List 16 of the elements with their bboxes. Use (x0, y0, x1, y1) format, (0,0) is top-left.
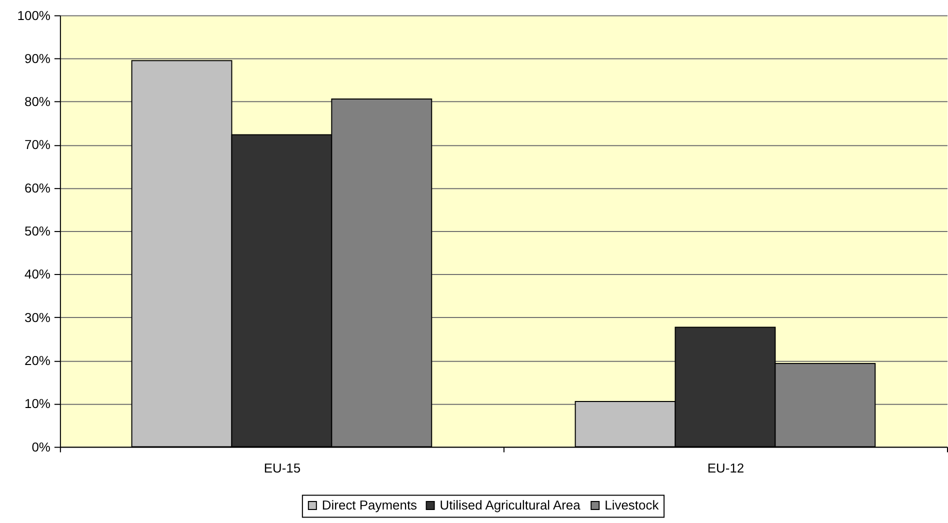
y-tick-label: 40% (24, 266, 51, 282)
legend-label: Livestock (604, 497, 660, 512)
y-tick-label: 10% (24, 396, 51, 412)
y-tick-label: 20% (24, 352, 51, 368)
y-tick-label: 60% (24, 180, 51, 196)
y-tick-label: 0% (32, 439, 51, 454)
y-tick-label: 50% (24, 224, 51, 239)
legend-label: Utilised Agricultural Area (440, 497, 582, 512)
x-tick-label: EU-15 (264, 460, 301, 476)
legend-label: Direct Payments (322, 497, 418, 512)
y-tick-label: 90% (24, 50, 51, 66)
y-tick-label: 80% (24, 94, 51, 110)
y-tick-label: 70% (24, 137, 51, 152)
y-tick-label: 100% (17, 8, 51, 23)
x-tick-label: EU-12 (707, 460, 744, 476)
y-tick-label: 30% (24, 310, 51, 325)
